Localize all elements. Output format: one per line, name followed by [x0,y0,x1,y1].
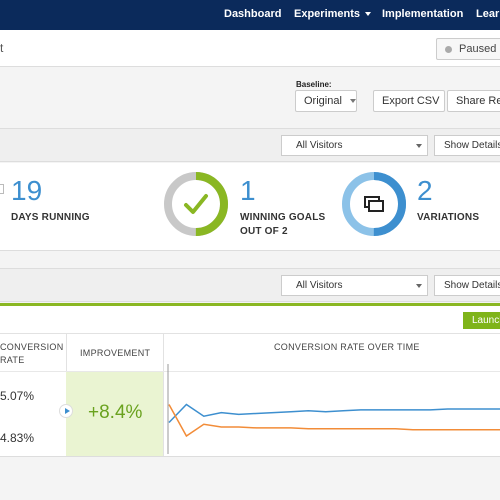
goal-status-bar [0,303,500,306]
show-details-button[interactable]: Show Details [434,275,500,296]
chevron-down-icon [416,144,422,148]
share-report-button[interactable]: Share Report [447,90,500,112]
winning-goals-label-line2: OUT OF 2 [240,226,288,237]
top-nav: Dashboard Experiments Implementation Lea… [0,0,500,30]
chevron-down-icon [365,12,372,17]
segment-select[interactable]: All Visitors [281,135,428,156]
donut-fill [342,172,406,236]
launch-strip [0,306,500,333]
column-divider [163,334,164,457]
page-footer [0,456,500,500]
days-running-value: 19 [11,175,43,206]
baseline-selected: Original [304,95,342,107]
show-details-button[interactable]: Show Details [434,135,500,156]
segment-select[interactable]: All Visitors [281,275,428,296]
segment-selected: All Visitors [296,280,343,291]
paused-status-icon [445,46,452,53]
conversion-header-line2: RATE [0,355,25,365]
nav-experiments[interactable]: Experiments [294,8,372,20]
launch-button[interactable]: Launch [463,312,500,329]
nav-dashboard[interactable]: Dashboard [224,8,282,20]
nav-learn[interactable]: Learn [476,8,500,20]
chevron-down-icon [416,284,422,288]
baseline-select[interactable]: Original [295,90,357,112]
results-table: CONVERSION RATE IMPROVEMENT CONVERSION RA… [0,333,500,457]
baseline-toolbar: Baseline: Original Export CSV Share Repo… [0,67,500,123]
chart-header: CONVERSION RATE OVER TIME [274,342,420,352]
chart-series-line-2 [168,404,500,438]
variations-value: 2 [417,175,433,206]
checkmark-icon [184,194,208,214]
chevron-down-icon [349,99,356,104]
improvement-value: +8.4% [88,402,143,423]
conversion-rate-chart [167,364,500,454]
filter-row-summary: All Visitors Show Details [0,128,500,162]
donut-fill [164,172,228,236]
conversion-header-line1: CONVERSION [0,342,64,352]
filter-row-results: All Visitors Show Details [0,268,500,302]
days-running-label: DAYS RUNNING [11,212,90,223]
baseline-label: Baseline: [296,80,332,89]
export-csv-button[interactable]: Export CSV [373,90,445,112]
conversion-rate-variation: 4.83% [0,431,35,445]
variations-icon-front [368,200,384,212]
winning-goals-label: WINNING GOALS OUT OF 2 [240,211,325,239]
header-divider [0,371,500,372]
conversion-rate-header: CONVERSION RATE [0,341,64,367]
improvement-header: IMPROVEMENT [80,348,151,358]
status-dropdown[interactable]: Paused [436,38,500,60]
chart-series-line-1 [168,403,500,424]
conversion-rate-baseline: 5.07% [0,389,35,403]
summary-stats-panel [0,163,500,251]
status-label: Paused [459,43,497,55]
calendar-icon [0,184,4,194]
experiment-title-bar: t Paused [0,30,500,67]
segment-selected: All Visitors [296,140,343,151]
winning-goals-value: 1 [240,175,256,206]
winning-goals-label-line1: WINNING GOALS [240,212,326,223]
improvement-cell [66,372,163,457]
nav-experiments-label: Experiments [294,8,361,20]
variations-donut [342,172,406,236]
nav-implementation[interactable]: Implementation [382,8,464,20]
winning-goals-donut [164,172,228,236]
play-icon[interactable] [59,404,73,418]
experiment-title: t [0,41,4,55]
variations-label: VARIATIONS [417,212,480,223]
